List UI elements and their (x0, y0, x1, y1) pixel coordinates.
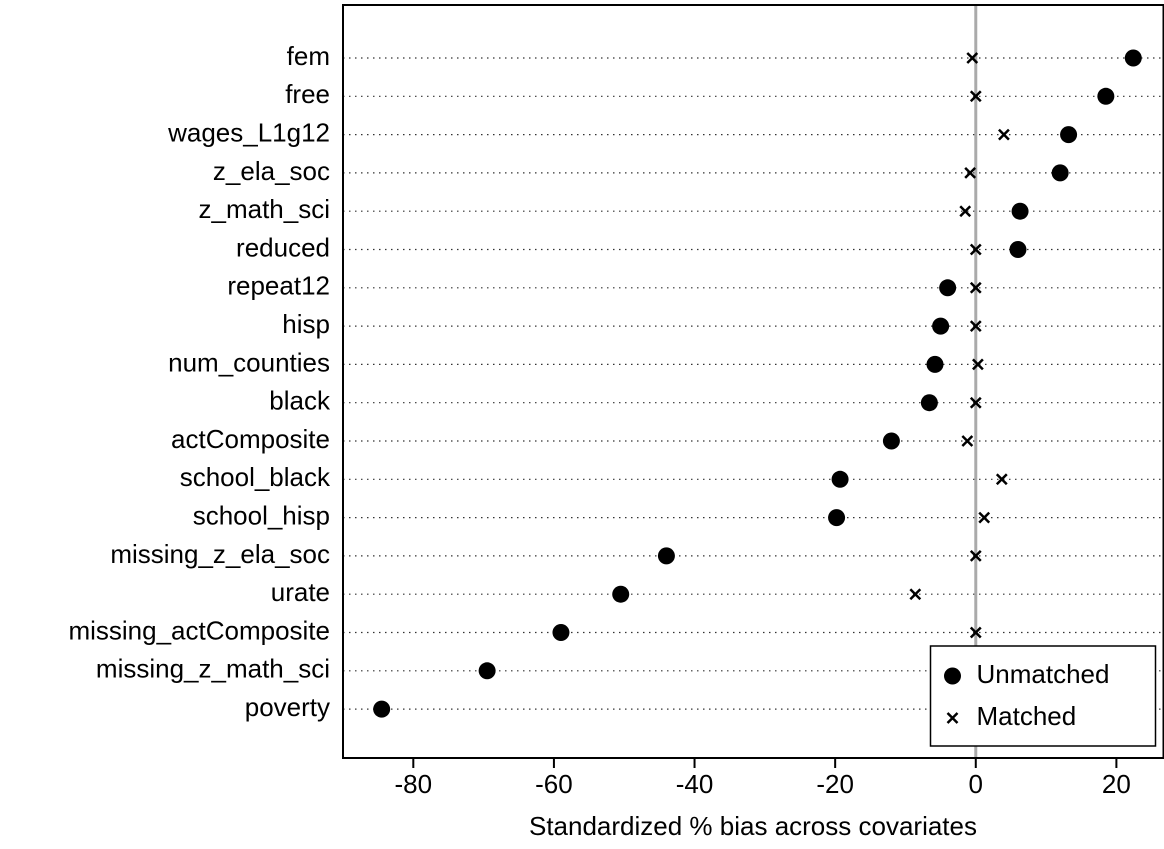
y-tick-label: school_black (180, 462, 331, 492)
y-tick-label: reduced (236, 232, 330, 262)
dot-matched (969, 550, 982, 562)
dot-unmatched (920, 394, 938, 412)
dot-unmatched (657, 547, 675, 565)
dot-unmatched (552, 624, 570, 641)
legend-label: Unmatched (977, 659, 1110, 689)
dot-matched (969, 320, 982, 332)
y-tick-label: num_counties (168, 347, 330, 377)
y-tick-label: actComposite (171, 424, 330, 454)
dot-unmatched (612, 585, 630, 603)
y-tick-label: wages_L1g12 (167, 117, 330, 147)
y-tick-label: z_math_sci (199, 194, 331, 224)
x-axis-title: Standardized % bias across covariates (529, 811, 977, 841)
legend-label: Matched (977, 701, 1077, 731)
y-tick-label: hisp (282, 309, 330, 339)
dot-matched (969, 396, 982, 409)
x-tick-label: -20 (816, 769, 854, 799)
dot-matched (969, 90, 982, 103)
dot-unmatched (828, 509, 846, 527)
dot-unmatched (1124, 49, 1142, 67)
dot-unmatched (478, 662, 496, 680)
legend-box (929, 645, 1157, 747)
dot-unmatched (939, 279, 957, 297)
dot-unmatched (926, 355, 944, 373)
x-tick-label: -40 (676, 769, 714, 799)
y-tick-label: fem (287, 41, 330, 71)
y-tick-label: missing_z_ela_soc (110, 539, 330, 569)
dot-unmatched (373, 700, 391, 718)
dot-matched (998, 128, 1010, 141)
dot-unmatched (882, 432, 900, 450)
dot-matched (969, 281, 982, 294)
dot-unmatched (1009, 241, 1027, 258)
y-tick-label: urate (271, 577, 330, 607)
dot-matched (961, 435, 974, 447)
dot-unmatched (1011, 202, 1029, 220)
dot-matched (959, 205, 972, 218)
dot-unmatched (1060, 126, 1078, 144)
dot-matched (969, 626, 982, 639)
x-tick-label: 20 (1102, 769, 1131, 799)
dot-unmatched (1097, 87, 1115, 105)
dot-matched (969, 243, 982, 256)
dot-unmatched (831, 470, 849, 488)
y-tick-label: missing_z_math_sci (96, 654, 330, 684)
x-tick-label: -80 (395, 769, 433, 799)
y-tick-label: poverty (245, 692, 330, 722)
legend-marker (946, 712, 959, 724)
y-tick-label: repeat12 (227, 271, 330, 301)
legend-marker (944, 667, 961, 685)
y-tick-label: z_ela_soc (213, 156, 330, 186)
dot-matched (909, 588, 922, 601)
y-tick-label: free (285, 79, 330, 109)
y-tick-label: black (269, 386, 331, 416)
y-tick-label: school_hisp (193, 500, 330, 530)
dot-matched (966, 52, 979, 64)
dot-unmatched (1051, 164, 1069, 182)
dot-matched (972, 358, 984, 371)
dot-matched (995, 473, 1008, 486)
x-tick-label: 0 (969, 769, 983, 799)
y-tick-label: missing_actComposite (68, 615, 330, 645)
dot-matched (978, 511, 991, 524)
x-tick-label: -60 (535, 769, 573, 799)
dot-unmatched (932, 317, 950, 335)
dot-matched (964, 167, 977, 179)
